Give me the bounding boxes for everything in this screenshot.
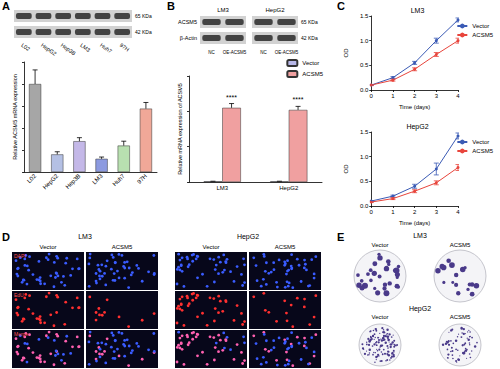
svg-text:OE-ACSM5: OE-ACSM5 bbox=[275, 50, 299, 55]
svg-text:Vector: Vector bbox=[472, 139, 489, 145]
svg-text:****: **** bbox=[226, 94, 237, 101]
svg-text:42 KDa: 42 KDa bbox=[301, 35, 318, 41]
svg-text:L02: L02 bbox=[20, 42, 31, 52]
svg-text:Time (days): Time (days) bbox=[399, 104, 430, 110]
svg-text:65 KDa: 65 KDa bbox=[135, 13, 152, 19]
svg-text:ACSM5: ACSM5 bbox=[472, 32, 493, 38]
svg-text:1: 1 bbox=[391, 93, 395, 99]
svg-text:Vector: Vector bbox=[472, 23, 489, 29]
svg-text:HepG2: HepG2 bbox=[279, 185, 299, 191]
svg-text:1.0: 1.0 bbox=[360, 38, 369, 44]
svg-text:2: 2 bbox=[413, 209, 417, 215]
svg-text:β-Actin: β-Actin bbox=[180, 35, 197, 41]
svg-text:Hep3B: Hep3B bbox=[60, 42, 77, 57]
svg-text:Hep3B: Hep3B bbox=[64, 173, 81, 190]
svg-text:L02: L02 bbox=[26, 172, 38, 184]
svg-text:****: **** bbox=[293, 96, 304, 103]
svg-text:0.0: 0.0 bbox=[360, 203, 369, 209]
svg-text:A: A bbox=[2, 0, 10, 12]
svg-text:HepG2: HepG2 bbox=[237, 233, 259, 241]
svg-text:HepG2: HepG2 bbox=[42, 172, 60, 190]
svg-text:LM3: LM3 bbox=[78, 233, 92, 240]
svg-text:ACSM5: ACSM5 bbox=[472, 148, 493, 154]
svg-text:LM3: LM3 bbox=[79, 42, 91, 53]
svg-text:97H: 97H bbox=[136, 173, 148, 185]
svg-text:OD: OD bbox=[343, 48, 349, 58]
svg-text:LM3: LM3 bbox=[411, 7, 425, 14]
svg-text:3: 3 bbox=[435, 93, 439, 99]
svg-text:0: 0 bbox=[370, 93, 374, 99]
svg-text:ACSM5: ACSM5 bbox=[112, 244, 133, 250]
svg-text:OD: OD bbox=[343, 164, 349, 174]
svg-text:B: B bbox=[167, 0, 175, 12]
svg-text:Vector: Vector bbox=[202, 244, 219, 250]
svg-text:1.5: 1.5 bbox=[360, 129, 369, 135]
svg-text:ACSM5: ACSM5 bbox=[450, 242, 471, 248]
svg-text:0: 0 bbox=[370, 209, 374, 215]
svg-text:Time (days): Time (days) bbox=[399, 220, 430, 226]
svg-text:1.5: 1.5 bbox=[360, 13, 369, 19]
svg-text:Vector: Vector bbox=[371, 242, 388, 248]
svg-text:LM3: LM3 bbox=[91, 172, 104, 185]
svg-text:0.5: 0.5 bbox=[360, 178, 369, 184]
svg-text:1.0: 1.0 bbox=[360, 154, 369, 160]
svg-text:ACSM5: ACSM5 bbox=[178, 19, 197, 25]
svg-text:0.5: 0.5 bbox=[360, 62, 369, 68]
svg-text:4: 4 bbox=[456, 93, 460, 99]
svg-text:C: C bbox=[337, 0, 345, 12]
svg-text:3: 3 bbox=[435, 209, 439, 215]
svg-text:Vector: Vector bbox=[371, 314, 388, 320]
svg-text:Relative ACSM5 mRNA expression: Relative ACSM5 mRNA expression bbox=[12, 74, 18, 160]
svg-text:2: 2 bbox=[413, 93, 417, 99]
svg-text:Merge: Merge bbox=[14, 331, 28, 337]
svg-text:HepG2: HepG2 bbox=[40, 42, 58, 57]
svg-text:42 KDa: 42 KDa bbox=[135, 29, 152, 35]
svg-text:Huh7: Huh7 bbox=[99, 42, 113, 54]
svg-text:OE-ACSM5: OE-ACSM5 bbox=[223, 50, 247, 55]
svg-text:ACSM5: ACSM5 bbox=[275, 244, 296, 250]
svg-text:LM3: LM3 bbox=[217, 7, 229, 13]
svg-text:97H: 97H bbox=[119, 42, 131, 53]
svg-text:Vector: Vector bbox=[39, 244, 56, 250]
svg-text:Vector: Vector bbox=[302, 60, 319, 66]
svg-text:D: D bbox=[2, 231, 10, 243]
svg-text:E: E bbox=[337, 231, 344, 243]
svg-text:65 KDa: 65 KDa bbox=[301, 19, 318, 25]
svg-text:DAPI: DAPI bbox=[14, 253, 26, 259]
svg-text:HepG2: HepG2 bbox=[265, 7, 285, 13]
svg-text:1: 1 bbox=[391, 209, 395, 215]
svg-text:EdU: EdU bbox=[14, 292, 24, 298]
svg-text:Relative mRNA expression of AC: Relative mRNA expression of ACSM5 bbox=[177, 83, 183, 175]
svg-text:HepG2: HepG2 bbox=[409, 305, 431, 313]
svg-text:ACSM5: ACSM5 bbox=[450, 314, 471, 320]
svg-text:HepG2: HepG2 bbox=[406, 123, 428, 131]
svg-text:Huh7: Huh7 bbox=[112, 172, 127, 187]
svg-text:LM3: LM3 bbox=[216, 185, 228, 191]
svg-text:0.0: 0.0 bbox=[360, 87, 369, 93]
svg-text:ACSM5: ACSM5 bbox=[302, 71, 323, 77]
svg-text:NC: NC bbox=[260, 50, 267, 55]
svg-text:LM3: LM3 bbox=[413, 232, 427, 239]
svg-text:4: 4 bbox=[456, 209, 460, 215]
svg-text:NC: NC bbox=[208, 50, 215, 55]
